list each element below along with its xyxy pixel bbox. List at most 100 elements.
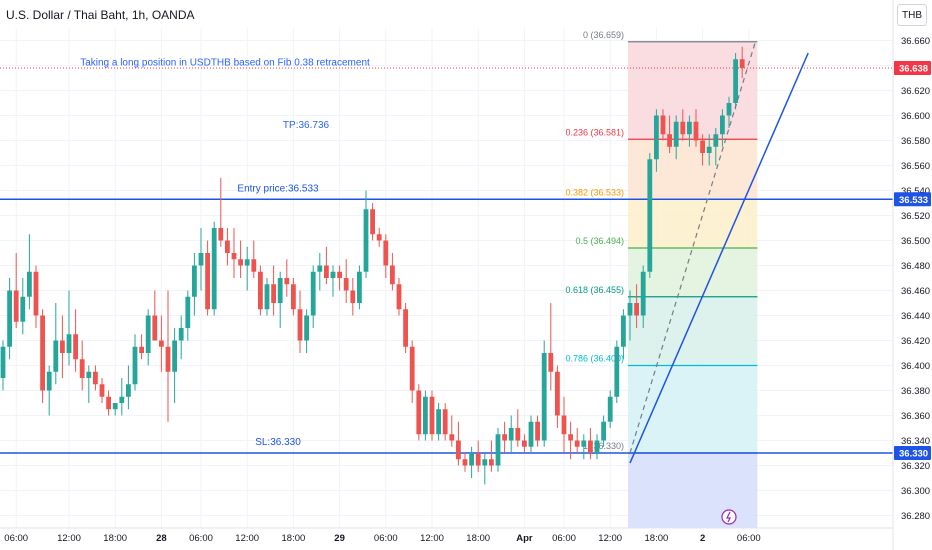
candle[interactable] xyxy=(574,428,580,453)
candle[interactable] xyxy=(218,178,224,247)
candle[interactable] xyxy=(284,259,290,297)
candle[interactable] xyxy=(225,228,230,266)
candle[interactable] xyxy=(291,278,296,316)
candle[interactable] xyxy=(456,421,461,466)
candle[interactable] xyxy=(205,240,210,316)
candle[interactable] xyxy=(172,328,177,403)
text-annotation[interactable]: Taking a long position in USDTHB based o… xyxy=(80,58,370,69)
candle[interactable] xyxy=(528,415,534,454)
candle[interactable] xyxy=(654,109,659,172)
annotations[interactable]: Taking a long position in USDTHB based o… xyxy=(80,58,370,132)
candle[interactable] xyxy=(60,315,65,379)
candle[interactable] xyxy=(152,290,158,341)
candle[interactable] xyxy=(495,428,501,472)
lightning-icon[interactable] xyxy=(721,509,737,525)
candle[interactable] xyxy=(165,290,171,422)
candle[interactable] xyxy=(502,421,507,453)
candle[interactable] xyxy=(244,246,250,291)
candle[interactable] xyxy=(396,278,402,316)
candle[interactable] xyxy=(198,228,204,291)
candle[interactable] xyxy=(548,303,554,391)
candle[interactable] xyxy=(258,265,263,316)
candle[interactable] xyxy=(442,403,448,441)
candle[interactable] xyxy=(277,271,283,328)
candle[interactable] xyxy=(475,440,481,472)
currency-unit-button[interactable]: THB xyxy=(897,4,927,26)
candle[interactable] xyxy=(0,340,6,391)
candle[interactable] xyxy=(680,109,686,141)
candle[interactable] xyxy=(621,309,626,360)
candle[interactable] xyxy=(33,265,39,329)
candle[interactable] xyxy=(449,415,455,447)
candle[interactable] xyxy=(304,309,309,353)
trend-line[interactable] xyxy=(629,52,809,464)
candle[interactable] xyxy=(317,253,323,291)
candle[interactable] xyxy=(660,109,666,141)
candle[interactable] xyxy=(7,278,12,360)
candle[interactable] xyxy=(726,96,732,128)
candle[interactable] xyxy=(687,115,692,147)
candle[interactable] xyxy=(119,378,125,416)
candle[interactable] xyxy=(363,190,369,279)
candle[interactable] xyxy=(541,340,547,447)
candle[interactable] xyxy=(73,309,78,372)
candle[interactable] xyxy=(581,434,587,460)
candle[interactable] xyxy=(185,290,191,341)
candle[interactable] xyxy=(383,234,389,278)
candle[interactable] xyxy=(99,378,105,403)
candle[interactable] xyxy=(739,46,745,78)
candles[interactable] xyxy=(0,46,745,485)
candle[interactable] xyxy=(607,390,613,429)
candle[interactable] xyxy=(126,365,131,410)
candle[interactable] xyxy=(634,284,639,328)
candle[interactable] xyxy=(409,340,415,404)
candle[interactable] xyxy=(647,153,653,278)
candle[interactable] xyxy=(86,365,92,404)
horizontal-lines[interactable]: Entry price:36.533 SL:36.330 xyxy=(0,67,893,454)
candle[interactable] xyxy=(390,253,395,291)
candle[interactable] xyxy=(640,265,646,329)
candle[interactable] xyxy=(53,303,59,385)
candle[interactable] xyxy=(46,365,52,416)
symbol-title[interactable]: U.S. Dollar / Thai Baht, 1h, OANDA xyxy=(6,8,195,22)
candle[interactable] xyxy=(350,278,356,316)
candle[interactable] xyxy=(429,390,435,441)
time-axis[interactable]: 06:00 12:00 18:00 28 06:00 12:00 18:00 29 06:00 1… xyxy=(0,509,893,544)
candle[interactable] xyxy=(211,221,217,316)
candle[interactable] xyxy=(370,203,375,241)
candle[interactable] xyxy=(568,421,573,460)
candle[interactable] xyxy=(588,428,593,460)
candle[interactable] xyxy=(324,246,329,285)
candle[interactable] xyxy=(178,315,184,360)
candle[interactable] xyxy=(535,415,540,447)
candle[interactable] xyxy=(40,309,45,403)
candle[interactable] xyxy=(462,453,468,472)
candle[interactable] xyxy=(673,115,679,160)
drawing-lines[interactable] xyxy=(629,41,809,464)
candle[interactable] xyxy=(601,415,606,447)
candle[interactable] xyxy=(436,403,441,441)
candle[interactable] xyxy=(555,365,560,429)
candle[interactable] xyxy=(93,365,98,391)
candle[interactable] xyxy=(627,290,633,341)
candle[interactable] xyxy=(522,434,527,453)
candle[interactable] xyxy=(667,115,672,154)
candle[interactable] xyxy=(20,278,26,335)
candle[interactable] xyxy=(264,278,270,316)
candle[interactable] xyxy=(357,265,362,310)
candle[interactable] xyxy=(337,265,342,291)
candle[interactable] xyxy=(192,253,197,316)
candle[interactable] xyxy=(594,434,600,460)
candle[interactable] xyxy=(343,259,349,303)
candle[interactable] xyxy=(482,453,488,485)
candle[interactable] xyxy=(508,415,514,454)
candle[interactable] xyxy=(489,440,494,472)
candle[interactable] xyxy=(13,253,19,328)
candle[interactable] xyxy=(132,334,138,391)
candle[interactable] xyxy=(271,265,276,316)
candle[interactable] xyxy=(238,240,243,279)
candle[interactable] xyxy=(693,109,699,147)
candle[interactable] xyxy=(112,403,118,416)
candle[interactable] xyxy=(310,265,316,329)
